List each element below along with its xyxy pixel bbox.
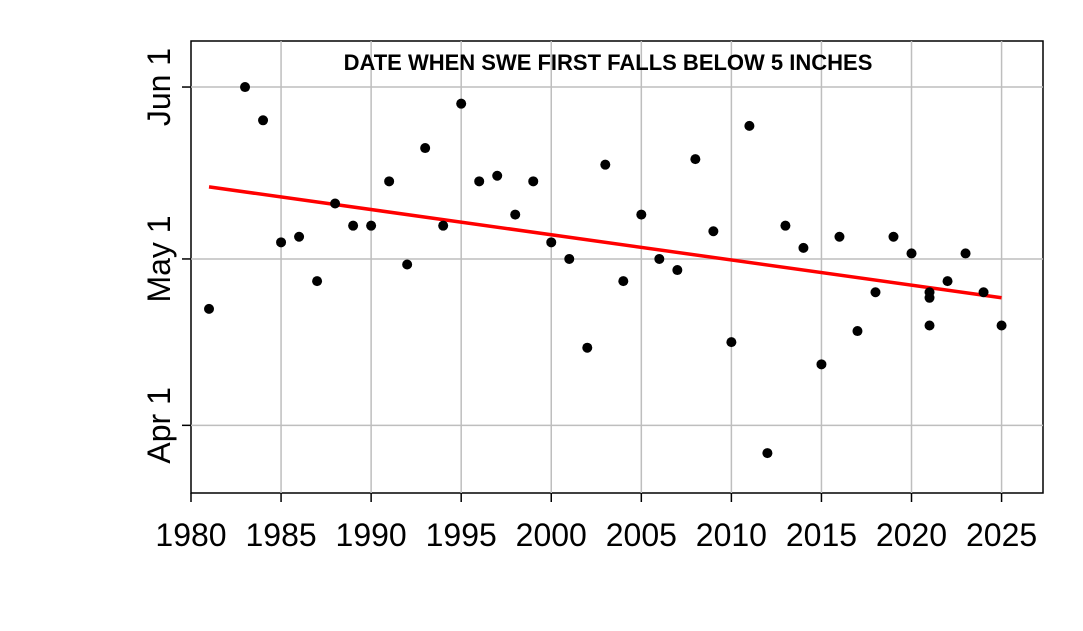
data-point [690,154,701,165]
data-point [672,265,683,276]
data-point [330,198,341,209]
data-point [366,220,377,231]
y-tick-label: Apr 1 [141,387,177,463]
data-point [600,159,611,170]
y-axis: Apr 1 May 1 Jun 1 [141,48,191,464]
data-point [492,170,503,181]
data-point [744,120,755,131]
x-axis: 1980 1985 1990 1995 2000 2005 2010 2015 2020 2025 [155,493,1037,553]
data-point [708,226,719,237]
plot-frame [190,40,1044,494]
x-tick-label: 2020 [876,517,947,553]
x-tick-label: 1985 [245,517,316,553]
data-point [258,115,269,126]
data-point [906,248,917,259]
data-point [294,231,305,242]
x-tick-label: 2010 [696,517,767,553]
data-point [762,448,773,459]
chart-title: DATE WHEN SWE FIRST FALLS BELOW 5 INCHES [344,50,873,75]
data-point [726,337,737,348]
data-point [582,342,593,353]
trend-line [208,185,1002,300]
data-point [546,237,557,248]
data-points [204,82,1007,459]
data-point [924,292,935,303]
data-point [924,320,935,331]
data-point [438,220,449,231]
data-point [816,359,827,370]
data-point [240,82,251,93]
data-point [420,143,431,154]
data-point [402,259,413,270]
x-tick-label: 1995 [426,517,497,553]
data-point [996,320,1007,331]
x-tick-label: 2025 [966,517,1037,553]
data-point [618,276,629,287]
data-point [780,220,791,231]
data-point [888,231,899,242]
y-tick-label: Jun 1 [141,48,177,126]
data-point [654,253,665,264]
data-point [456,98,467,109]
data-point [528,176,539,187]
data-point [474,176,485,187]
data-point [348,220,359,231]
grid-lines [191,41,1043,493]
x-tick-label: 2000 [516,517,587,553]
data-point [852,326,863,337]
x-tick-label: 2015 [786,517,857,553]
data-point [636,209,647,220]
y-tick-label: May 1 [141,215,177,302]
x-tick-label: 1990 [336,517,407,553]
data-point [942,276,953,287]
data-point [834,231,845,242]
data-point [276,237,287,248]
data-point [798,242,809,253]
data-point [870,287,881,298]
x-tick-label: 2005 [606,517,677,553]
data-point [312,276,323,287]
data-point [204,303,215,314]
data-point [978,287,989,298]
data-point [384,176,395,187]
x-tick-label: 1980 [155,517,226,553]
data-point [960,248,971,259]
data-point [564,253,575,264]
data-point [510,209,521,220]
